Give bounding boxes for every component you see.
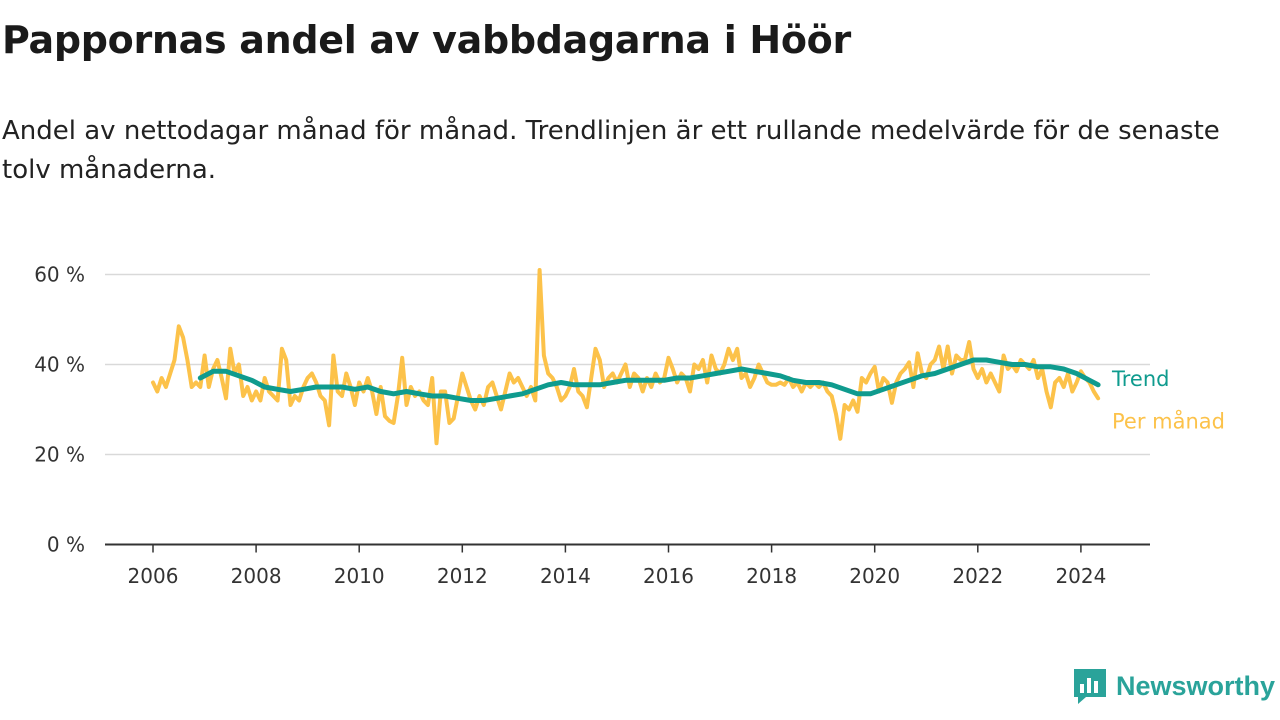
- x-tick-label: 2022: [952, 564, 1003, 588]
- brand-logo: Newsworthy: [1072, 666, 1275, 706]
- x-tick-label: 2014: [540, 564, 591, 588]
- series-label-trend: Trend: [1111, 367, 1169, 391]
- y-tick-label: 20 %: [34, 443, 85, 467]
- x-tick-label: 2006: [128, 564, 179, 588]
- series-line-trend: [197, 357, 1101, 403]
- chart-subtitle: Andel av nettodagar månad för månad. Tre…: [2, 116, 1220, 185]
- newsworthy-logo-icon: [1074, 669, 1106, 704]
- y-tick-label: 0 %: [47, 533, 85, 557]
- x-tick-label: 2012: [437, 564, 488, 588]
- x-tick-label: 2018: [746, 564, 797, 588]
- chart-title: Pappornas andel av vabbdagarna i Höör: [2, 18, 851, 62]
- x-tick-label: 2020: [849, 564, 900, 588]
- x-tick-label: 2008: [231, 564, 282, 588]
- series-line-monthly: [151, 268, 1101, 446]
- y-tick-label: 40 %: [34, 353, 85, 377]
- x-tick-label: 2024: [1055, 564, 1106, 588]
- series-label-monthly: Per månad: [1112, 408, 1225, 433]
- x-tick-label: 2016: [643, 564, 694, 588]
- y-tick-label: 60 %: [34, 263, 85, 287]
- x-tick-label: 2010: [334, 564, 385, 588]
- brand-name: Newsworthy: [1116, 670, 1276, 701]
